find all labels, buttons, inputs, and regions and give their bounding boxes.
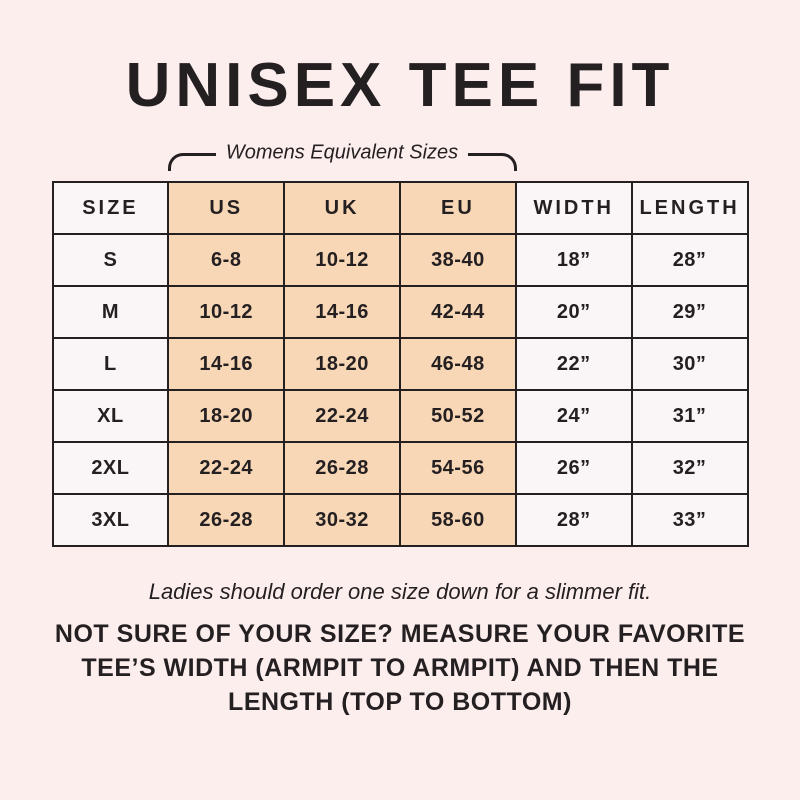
table-cell: 20” <box>514 285 633 340</box>
size-table-header: SIZE US UK EU WIDTH LENGTH <box>51 181 749 236</box>
womens-sizes-bracket: Womens Equivalent Sizes <box>167 142 517 176</box>
table-cell: 22-24 <box>283 389 401 444</box>
table-cell: 29” <box>630 285 749 340</box>
table-cell: 18-20 <box>283 337 401 392</box>
table-cell: 18” <box>514 233 633 288</box>
table-cell: 28” <box>630 233 749 288</box>
measure-instructions-line: LENGTH (TOP TO BOTTOM) <box>228 688 572 717</box>
measure-instructions-line: NOT SURE OF YOUR SIZE? MEASURE YOUR FAVO… <box>54 620 746 649</box>
table-row-l: L 14-16 18-20 46-48 22” 30” <box>51 337 749 392</box>
table-cell: 54-56 <box>398 441 517 496</box>
measure-instructions-line: TEE’S WIDTH (ARMPIT TO ARMPIT) AND THEN … <box>81 654 719 683</box>
bracket-right-arm <box>468 153 517 172</box>
table-cell: 22-24 <box>167 441 286 496</box>
table-cell: 38-40 <box>398 233 517 288</box>
table-cell: 18-20 <box>167 389 286 444</box>
measure-instructions: NOT SURE OF YOUR SIZE? MEASURE YOUR FAVO… <box>55 617 745 719</box>
table-cell: 50-52 <box>398 389 517 444</box>
table-cell: 28” <box>514 493 633 548</box>
size-label-cell: L <box>51 337 170 392</box>
table-row-3xl: 3XL 26-28 30-32 58-60 28” 33” <box>51 493 749 548</box>
column-header-size: SIZE <box>51 181 170 236</box>
table-row-xl: XL 18-20 22-24 50-52 24” 31” <box>51 389 749 444</box>
table-cell: 6-8 <box>167 233 286 288</box>
table-cell: 26-28 <box>167 493 286 548</box>
size-label-cell: S <box>51 233 170 288</box>
column-header-us: US <box>167 181 286 236</box>
table-cell: 26-28 <box>283 441 401 496</box>
table-cell: 26” <box>514 441 633 496</box>
table-cell: 42-44 <box>398 285 517 340</box>
header-row: SIZE US UK EU WIDTH LENGTH <box>51 181 749 236</box>
table-row-m: M 10-12 14-16 42-44 20” 29” <box>51 285 749 340</box>
size-label-cell: XL <box>51 389 170 444</box>
column-header-width: WIDTH <box>514 181 633 236</box>
size-label-cell: 3XL <box>51 493 170 548</box>
table-cell: 33” <box>630 493 749 548</box>
table-cell: 30” <box>630 337 749 392</box>
table-cell: 31” <box>630 389 749 444</box>
table-cell: 14-16 <box>167 337 286 392</box>
size-table: SIZE US UK EU WIDTH LENGTH S 6-8 10-12 38-40 18” 2… <box>51 181 749 548</box>
page-title: UNISEX TEE FIT <box>125 51 675 120</box>
table-cell: 32” <box>630 441 749 496</box>
table-row-s: S 6-8 10-12 38-40 18” 28” <box>51 233 749 288</box>
table-cell: 30-32 <box>283 493 401 548</box>
column-header-eu: EU <box>398 181 517 236</box>
column-header-uk: UK <box>283 181 401 236</box>
table-cell: 10-12 <box>167 285 286 340</box>
table-cell: 24” <box>514 389 633 444</box>
column-header-length: LENGTH <box>630 181 749 236</box>
slimmer-fit-note: Ladies should order one size down for a … <box>148 579 652 605</box>
bracket-label: Womens Equivalent Sizes <box>225 141 459 164</box>
table-cell: 10-12 <box>283 233 401 288</box>
bracket-row: Womens Equivalent Sizes <box>52 142 749 176</box>
size-label-cell: M <box>51 285 170 340</box>
table-cell: 22” <box>514 337 633 392</box>
bracket-left-arm <box>167 153 216 172</box>
size-table-body: S 6-8 10-12 38-40 18” 28” M 10-12 14-16 42-44 20” 2… <box>51 233 749 548</box>
table-cell: 46-48 <box>398 337 517 392</box>
table-cell: 58-60 <box>398 493 517 548</box>
size-label-cell: 2XL <box>51 441 170 496</box>
table-row-2xl: 2XL 22-24 26-28 54-56 26” 32” <box>51 441 749 496</box>
table-cell: 14-16 <box>283 285 401 340</box>
